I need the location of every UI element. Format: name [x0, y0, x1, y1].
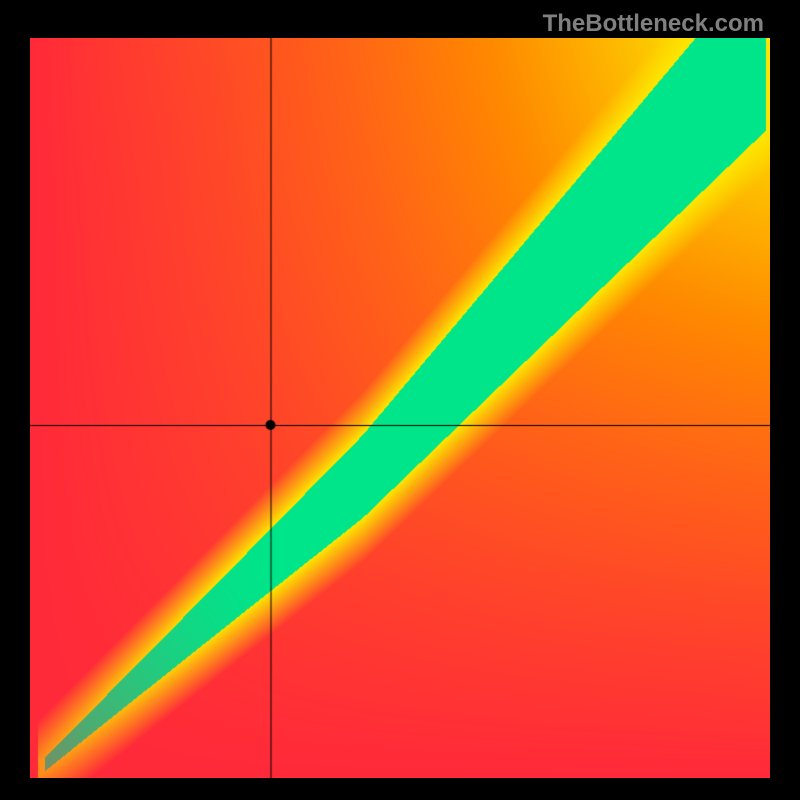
watermark-text: TheBottleneck.com — [543, 10, 764, 38]
bottleneck-heatmap-canvas — [30, 38, 770, 778]
chart-outer-frame: TheBottleneck.com — [0, 0, 800, 800]
